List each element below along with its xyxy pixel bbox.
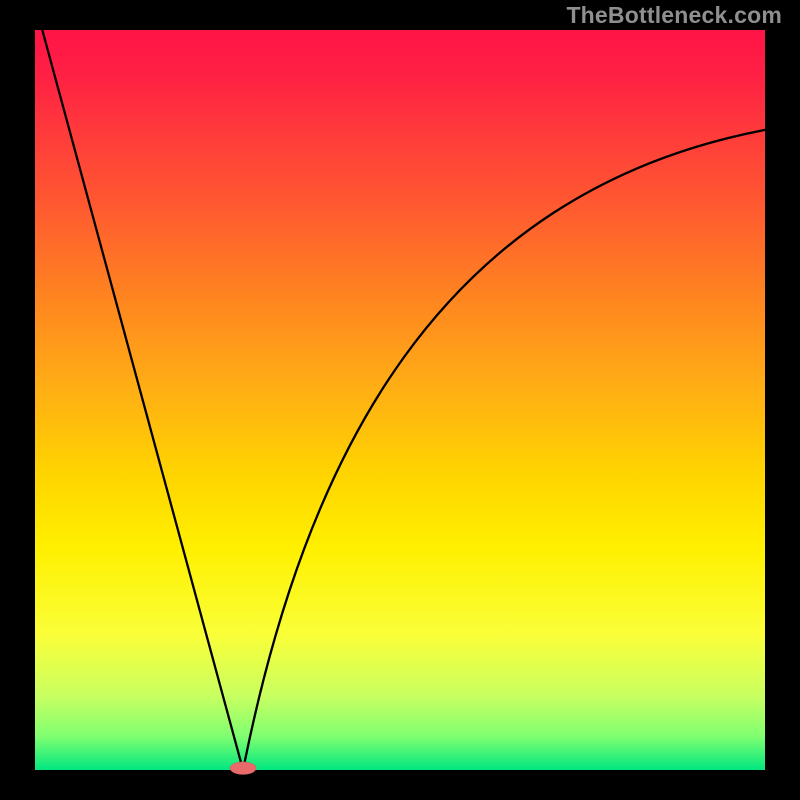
watermark-text: TheBottleneck.com xyxy=(566,2,782,29)
plot-background xyxy=(35,30,765,770)
chart-container: TheBottleneck.com xyxy=(0,0,800,800)
bottleneck-chart xyxy=(0,0,800,800)
optimal-point-marker xyxy=(230,762,256,775)
